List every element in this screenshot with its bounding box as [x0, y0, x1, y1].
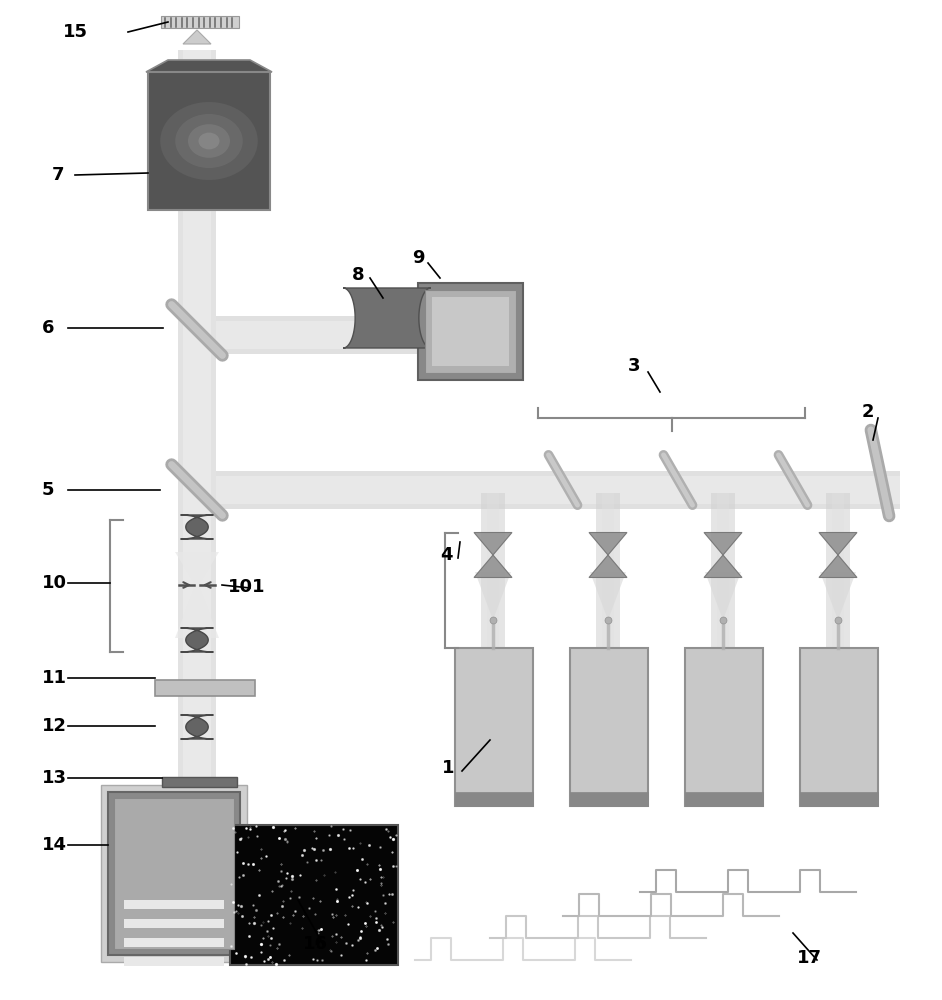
Bar [101, 785, 247, 962]
Bar [717, 493, 729, 648]
Polygon shape [705, 572, 741, 620]
Bar [418, 283, 523, 380]
Polygon shape [181, 715, 214, 739]
Bar [108, 792, 240, 955]
Text: 16: 16 [303, 935, 328, 953]
Bar [216, 471, 900, 509]
Polygon shape [704, 532, 742, 555]
Text: 7: 7 [52, 166, 64, 184]
Bar [124, 900, 224, 909]
Polygon shape [819, 555, 857, 578]
Text: 10: 10 [42, 574, 67, 592]
Bar [685, 648, 763, 806]
Polygon shape [820, 572, 856, 620]
Bar [161, 16, 239, 28]
Text: 3: 3 [628, 357, 641, 375]
Text: 4: 4 [440, 546, 452, 564]
Bar [216, 316, 420, 354]
Polygon shape [589, 532, 627, 555]
Polygon shape [183, 30, 211, 44]
Bar [487, 493, 499, 648]
Bar [481, 493, 505, 648]
Text: 11: 11 [42, 669, 67, 687]
Bar [570, 792, 648, 806]
Bar [455, 792, 533, 806]
Text: 5: 5 [42, 481, 55, 499]
Polygon shape [181, 515, 214, 539]
Bar [124, 938, 224, 947]
Bar [216, 476, 900, 504]
Text: 12: 12 [42, 717, 67, 735]
Text: 1: 1 [442, 759, 454, 777]
Bar [432, 297, 509, 366]
Bar [230, 825, 398, 965]
Ellipse shape [188, 124, 230, 158]
Polygon shape [175, 585, 219, 638]
Bar [832, 493, 844, 648]
Text: 13: 13 [42, 769, 67, 787]
Bar [570, 648, 648, 806]
Text: 17: 17 [797, 949, 822, 967]
Bar [183, 50, 211, 790]
Text: 2: 2 [862, 403, 874, 421]
Ellipse shape [199, 133, 219, 149]
Ellipse shape [175, 114, 243, 168]
Bar [800, 648, 878, 806]
Bar [124, 919, 224, 928]
Text: 8: 8 [352, 266, 365, 284]
Bar [216, 321, 420, 349]
Polygon shape [175, 552, 219, 585]
Bar [425, 290, 516, 373]
Ellipse shape [160, 102, 258, 180]
Polygon shape [343, 288, 430, 348]
Bar [711, 493, 735, 648]
Polygon shape [475, 572, 511, 620]
Text: 14: 14 [42, 836, 67, 854]
Bar [124, 957, 224, 966]
Bar [685, 792, 763, 806]
Polygon shape [590, 572, 626, 620]
Polygon shape [474, 555, 512, 578]
Bar [596, 493, 620, 648]
Polygon shape [146, 60, 272, 72]
Bar [162, 777, 237, 787]
Bar [155, 680, 255, 696]
Polygon shape [819, 532, 857, 555]
Polygon shape [181, 628, 214, 652]
Polygon shape [704, 555, 742, 578]
Bar [602, 493, 614, 648]
Text: 101: 101 [228, 578, 266, 596]
Bar [114, 798, 234, 949]
Bar [800, 792, 878, 806]
Text: 6: 6 [42, 319, 55, 337]
Bar [178, 50, 216, 790]
Polygon shape [589, 555, 627, 578]
Bar [455, 648, 533, 806]
Bar [148, 72, 270, 210]
Bar [826, 493, 850, 648]
Text: 9: 9 [412, 249, 425, 267]
Polygon shape [474, 532, 512, 555]
Text: 15: 15 [63, 23, 88, 41]
